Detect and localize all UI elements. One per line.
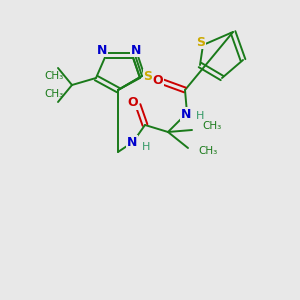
Text: N: N xyxy=(97,44,107,56)
Text: CH₃: CH₃ xyxy=(202,121,221,131)
Text: N: N xyxy=(131,44,141,56)
Text: N: N xyxy=(127,136,137,148)
Text: S: S xyxy=(143,70,152,83)
Text: N: N xyxy=(181,107,191,121)
Text: CH₃: CH₃ xyxy=(44,89,64,99)
Text: H: H xyxy=(142,142,150,152)
Text: O: O xyxy=(128,97,138,110)
Text: O: O xyxy=(153,74,163,88)
Text: CH₃: CH₃ xyxy=(198,146,217,156)
Text: S: S xyxy=(196,35,206,49)
Text: H: H xyxy=(196,111,204,121)
Text: CH₃: CH₃ xyxy=(44,71,64,81)
